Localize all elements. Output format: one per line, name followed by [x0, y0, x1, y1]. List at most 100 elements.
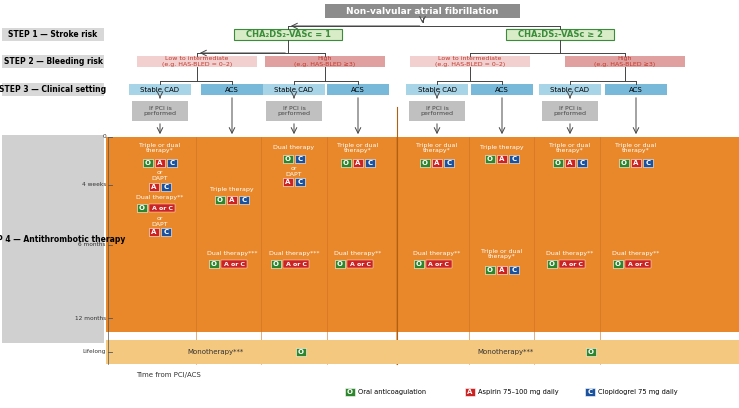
Text: ACS: ACS — [495, 86, 509, 93]
Text: O: O — [298, 349, 304, 355]
Bar — [266, 101, 322, 121]
Text: or: or — [157, 171, 163, 175]
Text: A or C: A or C — [223, 262, 245, 266]
Bar — [209, 260, 219, 268]
Text: STEP 3 — Clinical setting: STEP 3 — Clinical setting — [0, 85, 106, 94]
Text: A: A — [500, 156, 505, 162]
Text: STEP 4 — Antithrombotic therapy: STEP 4 — Antithrombotic therapy — [0, 235, 125, 244]
Bar — [605, 84, 667, 95]
Text: 12 months: 12 months — [75, 315, 106, 321]
Text: Monotherapy***: Monotherapy*** — [478, 349, 534, 355]
Text: C: C — [645, 160, 650, 166]
Bar — [234, 29, 342, 40]
Text: Triple therapy: Triple therapy — [210, 188, 253, 193]
Bar — [143, 159, 153, 167]
Bar — [283, 155, 293, 163]
Text: O: O — [487, 156, 493, 162]
Bar — [106, 340, 739, 364]
Bar — [547, 260, 557, 268]
Text: Dual therapy**: Dual therapy** — [613, 251, 660, 257]
Bar — [137, 204, 147, 212]
Bar — [643, 159, 653, 167]
Bar — [509, 155, 519, 163]
Bar — [295, 178, 305, 186]
Text: C: C — [446, 160, 452, 166]
Bar — [613, 260, 623, 268]
Text: A or C: A or C — [429, 262, 449, 266]
Text: High
(e.g. HAS-BLED ≥3): High (e.g. HAS-BLED ≥3) — [594, 56, 655, 67]
Bar — [2, 28, 104, 41]
Bar — [497, 266, 507, 274]
Text: C: C — [588, 389, 593, 395]
Text: DAPT: DAPT — [151, 222, 168, 226]
Bar — [586, 348, 596, 356]
Bar — [283, 260, 309, 268]
Bar — [137, 56, 257, 67]
Text: or: or — [290, 166, 297, 171]
Text: A or C: A or C — [151, 206, 172, 211]
Text: A: A — [568, 160, 573, 166]
Bar — [420, 159, 430, 167]
Bar — [155, 159, 165, 167]
Text: ACS: ACS — [351, 86, 365, 93]
Text: Triple or dual
therapy*: Triple or dual therapy* — [338, 143, 378, 153]
Text: A: A — [157, 160, 163, 166]
Text: 6 months: 6 months — [78, 242, 106, 248]
Bar — [2, 135, 104, 343]
Text: A: A — [151, 229, 157, 235]
Bar — [325, 4, 520, 18]
Bar — [471, 84, 533, 95]
Bar — [2, 55, 104, 68]
Bar — [327, 84, 389, 95]
Bar — [271, 260, 281, 268]
Text: ACS: ACS — [629, 86, 643, 93]
Text: C: C — [242, 197, 247, 203]
Bar — [565, 159, 575, 167]
Bar — [353, 159, 363, 167]
Bar — [365, 159, 375, 167]
Text: A: A — [467, 389, 473, 395]
Bar — [221, 260, 247, 268]
Text: A or C: A or C — [350, 262, 370, 266]
Text: CHA₂DS₂-VASc ≥ 2: CHA₂DS₂-VASc ≥ 2 — [517, 30, 602, 39]
Bar — [414, 260, 424, 268]
Text: Lifelong: Lifelong — [83, 350, 106, 355]
Bar — [239, 196, 249, 204]
Text: Stable CAD: Stable CAD — [551, 86, 590, 93]
Text: Dual therapy***: Dual therapy*** — [207, 251, 257, 257]
Bar — [347, 260, 373, 268]
Bar — [426, 260, 452, 268]
Text: O: O — [615, 261, 621, 267]
Text: A or C: A or C — [285, 262, 307, 266]
Bar — [406, 84, 468, 95]
Text: Stable CAD: Stable CAD — [418, 86, 457, 93]
Bar — [215, 196, 225, 204]
Bar — [106, 137, 739, 332]
Text: DAPT: DAPT — [286, 171, 302, 177]
Bar — [283, 178, 293, 186]
Text: O: O — [422, 160, 428, 166]
Text: O: O — [139, 205, 145, 211]
Text: Clopidogrel 75 mg daily: Clopidogrel 75 mg daily — [598, 389, 678, 395]
Bar — [129, 84, 191, 95]
Text: Non-valvular atrial fibrillation: Non-valvular atrial fibrillation — [347, 7, 499, 16]
Bar — [577, 159, 587, 167]
Text: C: C — [297, 179, 302, 185]
Bar — [509, 266, 519, 274]
Text: High
(e.g. HAS-BLED ≥3): High (e.g. HAS-BLED ≥3) — [294, 56, 355, 67]
Text: A or C: A or C — [562, 262, 582, 266]
Bar — [149, 183, 159, 191]
Text: Dual therapy**: Dual therapy** — [334, 251, 381, 257]
Bar — [345, 388, 355, 396]
Bar — [553, 159, 563, 167]
Text: DAPT: DAPT — [151, 177, 168, 182]
Text: O: O — [487, 267, 493, 273]
Text: Time from PCI/ACS: Time from PCI/ACS — [136, 372, 201, 378]
Text: O: O — [555, 160, 561, 166]
Bar — [227, 196, 237, 204]
Bar — [542, 101, 598, 121]
Text: O: O — [621, 160, 627, 166]
Text: Monotherapy***: Monotherapy*** — [188, 349, 244, 355]
Text: Dual therapy**: Dual therapy** — [546, 251, 593, 257]
Text: O: O — [273, 261, 279, 267]
